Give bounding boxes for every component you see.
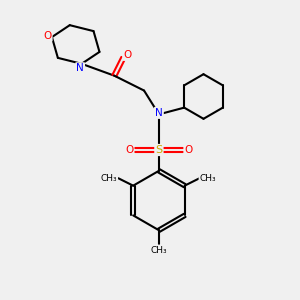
Text: N: N bbox=[76, 63, 84, 73]
Text: S: S bbox=[155, 145, 163, 155]
Text: O: O bbox=[125, 145, 133, 155]
Text: O: O bbox=[43, 31, 52, 40]
Text: CH₃: CH₃ bbox=[200, 174, 216, 183]
Text: O: O bbox=[184, 145, 193, 155]
Text: N: N bbox=[155, 108, 163, 118]
Text: O: O bbox=[124, 50, 132, 60]
Text: CH₃: CH₃ bbox=[151, 246, 167, 255]
Text: CH₃: CH₃ bbox=[100, 174, 117, 183]
